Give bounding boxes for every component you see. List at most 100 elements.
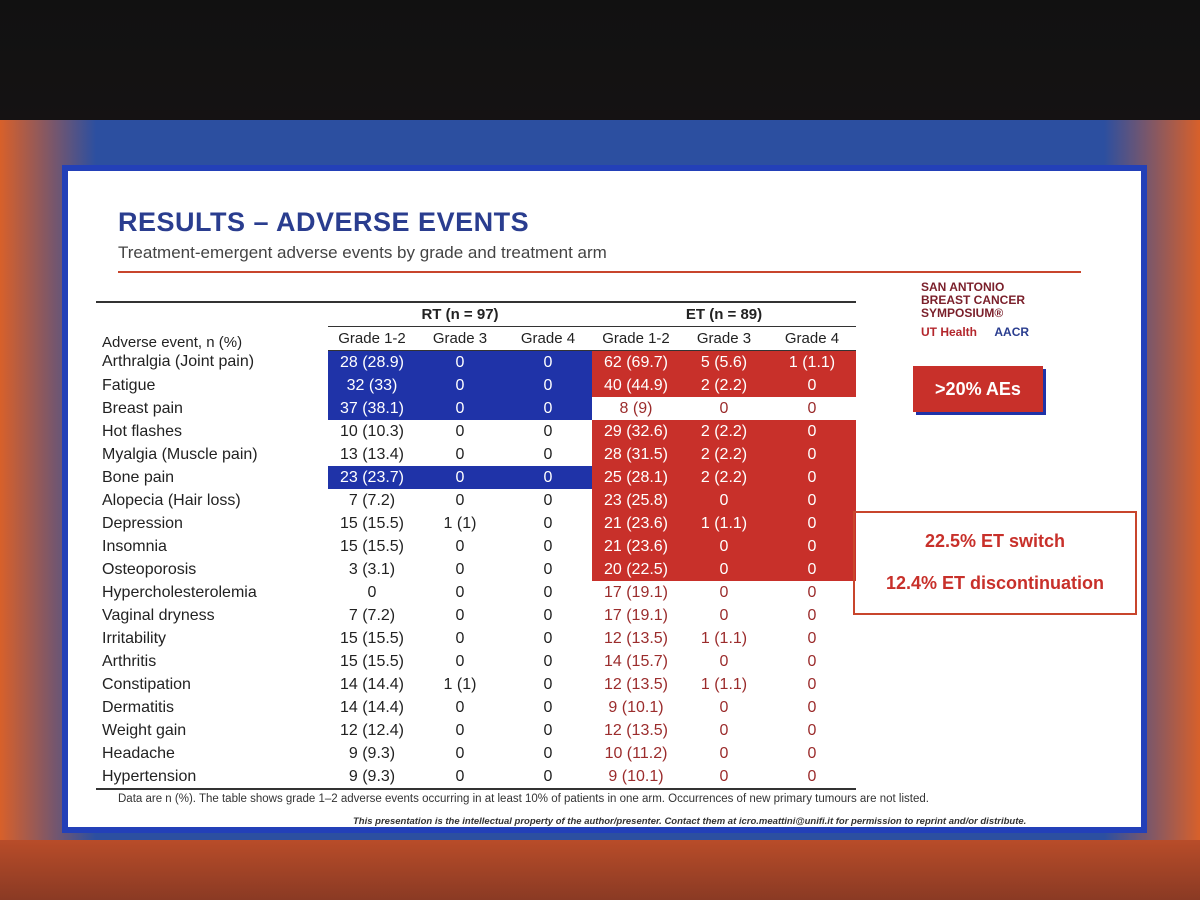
cell-value: 23 (23.7) [328,466,416,489]
cell-value: 0 [504,466,592,489]
cell-value: 0 [504,765,592,790]
cell-value: 0 [768,374,856,397]
table-row: Depression 15 (15.5) 1 (1) 0 21 (23.6) 1 (1.1… [96,512,856,535]
cell-value: 0 [807,744,817,762]
cell-value: 17 (19.1) [603,583,669,601]
cell-value: 12 (13.5) [603,629,669,647]
cell-value: 12 (12.4) [339,721,405,739]
cell-value: 0 [543,491,553,509]
cell-value: 32 (33) [328,374,416,397]
cell-value: 0 [543,698,553,716]
cell-value: 0 [455,422,465,440]
cell-value: 20 (22.5) [592,558,680,581]
slide-title: RESULTS – ADVERSE EVENTS [118,207,530,237]
cell-value: 0 [719,606,729,624]
column-header: Grade 1-2 [328,326,416,351]
event-name: Depression [102,514,183,532]
column-header: Grade 4 [504,326,592,351]
cell-value: 0 [768,558,856,581]
cell-value: 0 [543,675,553,693]
cell-value: 14 (15.7) [603,652,669,670]
cell-value: 5 (5.6) [680,350,768,374]
table-row: Irritability 15 (15.5) 0 0 12 (13.5) 1 (1.1) 0 [96,627,856,650]
cell-value: 28 (31.5) [592,443,680,466]
table-row: Arthralgia (Joint pain) 28 (28.9) 0 0 62 (69… [96,350,856,374]
cell-value: 0 [807,652,817,670]
cell-value: 1 (1.1) [700,675,748,693]
cell-value: 0 [719,652,729,670]
cell-value: 2 (2.2) [680,443,768,466]
cell-value: 1 (1.1) [768,350,856,374]
cell-value: 15 (15.5) [339,537,405,555]
table-row: Hypercholesterolemia 0 0 0 17 (19.1) 0 0 [96,581,856,604]
cell-value: 1 (1) [443,514,477,532]
cell-value: 0 [543,583,553,601]
cell-value: 0 [680,765,768,790]
cell-value: 0 [543,744,553,762]
cell-value: 0 [807,675,817,693]
cell-value: 0 [768,466,856,489]
event-name: Constipation [102,675,191,693]
cell-value: 15 (15.5) [339,514,405,532]
event-name: Irritability [102,629,167,647]
event-name: Hypercholesterolemia [102,583,257,601]
cell-value: 0 [416,765,504,790]
table-row: Weight gain 12 (12.4) 0 0 12 (13.5) 0 0 [96,719,856,742]
cell-value: 0 [543,514,553,532]
event-name: Bone pain [102,468,175,486]
group-header: RT (n = 97) [328,301,592,327]
cell-value: 0 [416,350,504,374]
table-row: Dermatitis 14 (14.4) 0 0 9 (10.1) 0 0 [96,696,856,719]
cell-value: 25 (28.1) [592,466,680,489]
cell-value: 0 [719,744,729,762]
cell-value: 7 (7.2) [348,606,396,624]
cell-value: 0 [367,583,377,601]
cell-value: 0 [719,721,729,739]
event-name: Insomnia [102,537,167,555]
cell-value: 9 (10.1) [592,765,680,790]
event-name: Arthralgia (Joint pain) [102,353,255,371]
column-header: Grade 3 [416,326,504,351]
cell-value: 0 [416,374,504,397]
event-name: Osteoporosis [102,560,197,578]
cell-value: 17 (19.1) [603,606,669,624]
cell-value: 12 (13.5) [603,721,669,739]
callout-badge: >20% AEs [913,366,1043,412]
event-name: Fatigue [102,376,156,394]
table-row: Fatigue 32 (33) 0 0 40 (44.9) 2 (2.2) 0 [96,374,856,397]
cell-value: 0 [455,537,465,555]
divider [118,271,1081,273]
cell-value: 0 [504,350,592,374]
cell-value: 0 [543,560,553,578]
logo-line: BREAST CANCER [921,293,1026,307]
slide: RESULTS – ADVERSE EVENTS Treatment-emerg… [62,165,1147,833]
cell-value: 0 [543,606,553,624]
cell-value: 0 [807,629,817,647]
cell-value: 0 [455,652,465,670]
logo: SAN ANTONIO BREAST CANCER SYMPOSIUM® UT … [921,281,1071,339]
cell-value: 0 [455,629,465,647]
column-header: Grade 1-2 [592,326,680,351]
logo-line: SYMPOSIUM® [921,306,1004,320]
footnote: Data are n (%). The table shows grade 1–… [118,793,929,805]
cell-value: 0 [455,721,465,739]
table-row: Vaginal dryness 7 (7.2) 0 0 17 (19.1) 0 0 [96,604,856,627]
event-name: Vaginal dryness [102,606,215,624]
cell-value: 0 [455,560,465,578]
cell-value: 14 (14.4) [339,675,405,693]
cell-value: 14 (14.4) [339,698,405,716]
cell-value: 12 (13.5) [603,675,669,693]
cell-value: 29 (32.6) [592,420,680,443]
table-row: Arthritis 15 (15.5) 0 0 14 (15.7) 0 0 [96,650,856,673]
copyright: This presentation is the intellectual pr… [353,816,1027,827]
table-row: Osteoporosis 3 (3.1) 0 0 20 (22.5) 0 0 [96,558,856,581]
slide-subtitle: Treatment-emergent adverse events by gra… [118,243,607,262]
logo-line: SAN ANTONIO [921,280,1005,294]
cell-value: 9 (9.3) [348,744,396,762]
cell-value: 0 [455,744,465,762]
column-header: Grade 3 [680,326,768,351]
cell-value: 21 (23.6) [592,512,680,535]
cell-value: 0 [719,399,729,417]
cell-value: 40 (44.9) [592,374,680,397]
callout-text: 12.4% ET discontinuation [885,573,1105,593]
